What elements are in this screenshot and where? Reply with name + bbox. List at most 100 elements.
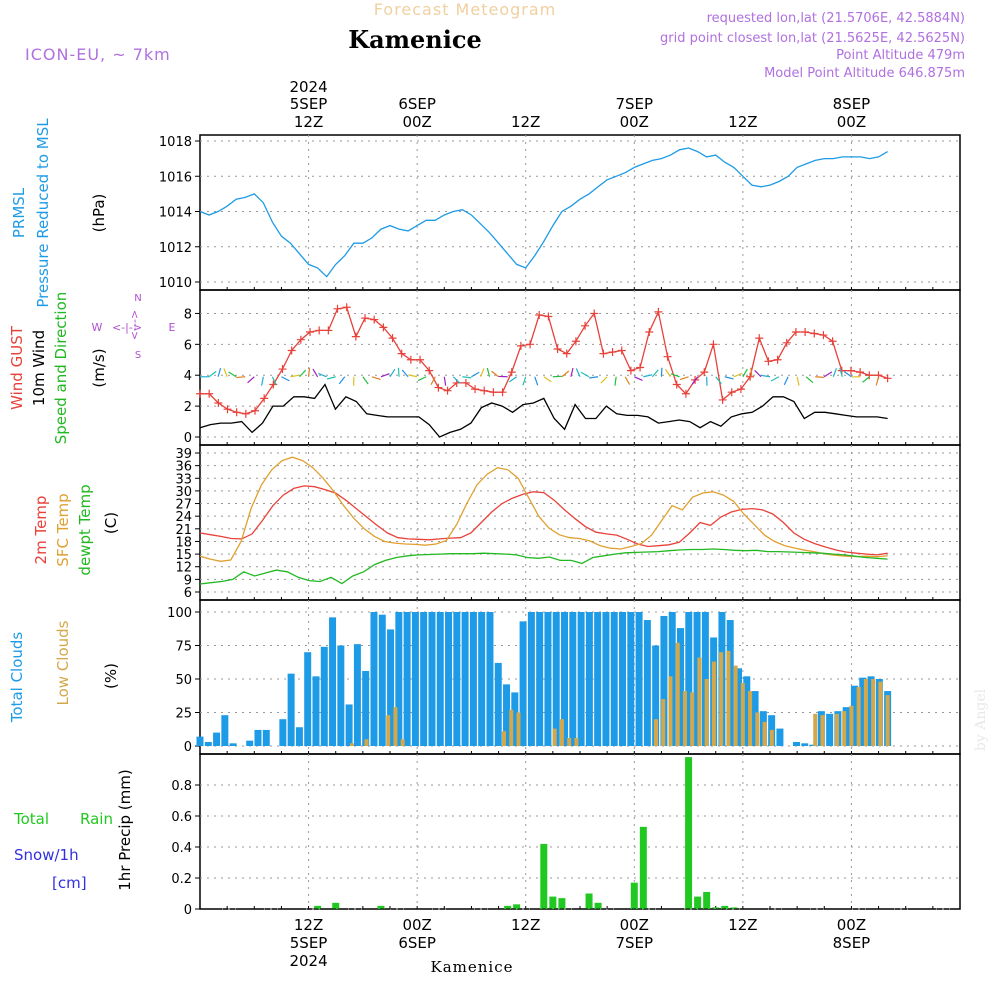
wind-direction-arrow xyxy=(770,376,780,382)
total-cloud-bar xyxy=(693,612,701,746)
wind-direction-arrow xyxy=(580,371,590,378)
time-label-hour: 00Z xyxy=(402,113,431,131)
gust-line xyxy=(200,306,888,415)
wind-direction-arrow xyxy=(543,376,552,383)
total-cloud-bar xyxy=(320,646,328,746)
time-label-hour: 12Z xyxy=(511,113,540,131)
gust-marker xyxy=(636,363,645,372)
wind-direction-arrow xyxy=(522,376,527,386)
rain-bar xyxy=(314,905,322,909)
total-cloud-bar xyxy=(643,620,651,746)
wind-direction-arrow xyxy=(634,376,643,381)
total-cloud-bar xyxy=(867,676,875,746)
low-cloud-bar xyxy=(386,715,391,746)
rain-bar xyxy=(630,882,638,909)
wind-direction-arrow xyxy=(875,376,880,386)
snow-unit: [cm] xyxy=(52,874,87,892)
sfc-temp-line xyxy=(199,456,888,562)
low-cloud-bar xyxy=(697,657,702,746)
rain-bar xyxy=(540,843,548,909)
rain-bar xyxy=(694,896,702,909)
clouds-unit: (%) xyxy=(102,663,120,689)
compass-we-arrow: <-|-> xyxy=(112,321,142,334)
total-cloud-bar xyxy=(776,728,784,746)
wind-direction-arrow xyxy=(479,368,485,378)
time-label-date: 7SEP xyxy=(615,934,653,952)
compass-south: S xyxy=(135,350,141,361)
dewpt-label: dewpt Temp xyxy=(76,484,94,575)
gust-marker xyxy=(223,405,232,414)
gust-marker xyxy=(782,338,791,347)
compass-east: E xyxy=(169,321,176,334)
total-rain-label: Total xyxy=(13,810,49,828)
gust-marker xyxy=(333,304,342,313)
low-cloud-bar xyxy=(842,711,847,746)
gust-marker xyxy=(461,378,470,387)
gust-marker xyxy=(278,365,287,374)
wind-direction-arrow xyxy=(307,367,311,377)
y-tick-label: 6 xyxy=(184,338,192,353)
total-cloud-bar xyxy=(627,612,635,746)
y-tick-label: 6 xyxy=(184,586,192,601)
wind-direction-arrow xyxy=(228,371,237,378)
wind-unit: (m/s) xyxy=(90,348,108,387)
low-cloud-bar xyxy=(885,695,890,746)
pressure-label-long: Pressure Reduced to MSL xyxy=(34,118,52,308)
total-cloud-bar xyxy=(602,612,610,746)
wind-direction-arrow xyxy=(380,373,390,378)
y-tick-label: 1010 xyxy=(159,276,192,291)
total-cloud-bar xyxy=(445,612,453,746)
wind-direction-arrow xyxy=(679,376,689,381)
rain-bar xyxy=(594,902,602,909)
location-title: Kamenice xyxy=(348,25,482,54)
total-cloud-bar xyxy=(577,612,585,746)
y-tick-label: 15 xyxy=(175,548,192,563)
wind-direction-arrow xyxy=(823,371,833,378)
low-cloud-bar xyxy=(690,692,695,746)
total-cloud-bar xyxy=(503,684,511,746)
low-cloud-bar xyxy=(502,731,506,746)
gust-marker xyxy=(746,372,755,381)
total-cloud-bar xyxy=(378,614,386,746)
gust-marker xyxy=(736,385,745,394)
wind-direction-arrow xyxy=(664,368,671,378)
wind-direction-arrow xyxy=(217,367,222,377)
low-cloud-bar xyxy=(813,713,818,746)
time-label-date: 6SEP xyxy=(398,934,436,952)
total-cloud-bar xyxy=(337,645,345,746)
time-label-hour: 12Z xyxy=(294,113,323,131)
time-label-date: 8SEP xyxy=(833,934,871,952)
total-cloud-bar xyxy=(436,612,444,746)
total-cloud-bar xyxy=(254,729,262,746)
total-cloud-bar xyxy=(370,612,378,746)
wind-direction-arrow xyxy=(430,376,436,385)
low-cloud-bar xyxy=(769,729,774,746)
point-altitude: Point Altitude 479m xyxy=(836,48,965,63)
temp-unit: (C) xyxy=(102,512,120,534)
wind-direction-arrow xyxy=(397,367,400,377)
wind-direction-arrow xyxy=(312,368,319,378)
pressure-label: PRMSL xyxy=(10,187,28,238)
wind-direction-arrow xyxy=(471,371,480,378)
wind-direction-arrow xyxy=(299,369,307,378)
total-cloud-bar xyxy=(229,743,237,746)
wind-direction-arrow xyxy=(643,374,653,378)
y-tick-label: 1012 xyxy=(159,241,192,256)
gust-marker xyxy=(608,348,617,357)
total-cloud-bar xyxy=(743,676,751,746)
wind-direction-arrow xyxy=(208,370,217,378)
y-tick-label: 0 xyxy=(184,740,192,755)
total-cloud-bar xyxy=(842,707,850,746)
wind-direction-arrow xyxy=(362,376,369,385)
low-cloud-bar xyxy=(762,721,767,746)
y-tick-label: 24 xyxy=(175,510,192,525)
wind-direction-arrow xyxy=(724,376,734,380)
total-cloud-bar xyxy=(610,612,618,746)
time-label-year: 2024 xyxy=(289,952,327,970)
low-cloud-bar xyxy=(856,687,861,746)
total-cloud-bar xyxy=(196,736,204,746)
total-cloud-bar xyxy=(652,645,660,746)
time-label-date: 5SEP xyxy=(290,934,328,952)
total-cloud-bar xyxy=(809,744,817,746)
gust-marker xyxy=(590,309,599,318)
